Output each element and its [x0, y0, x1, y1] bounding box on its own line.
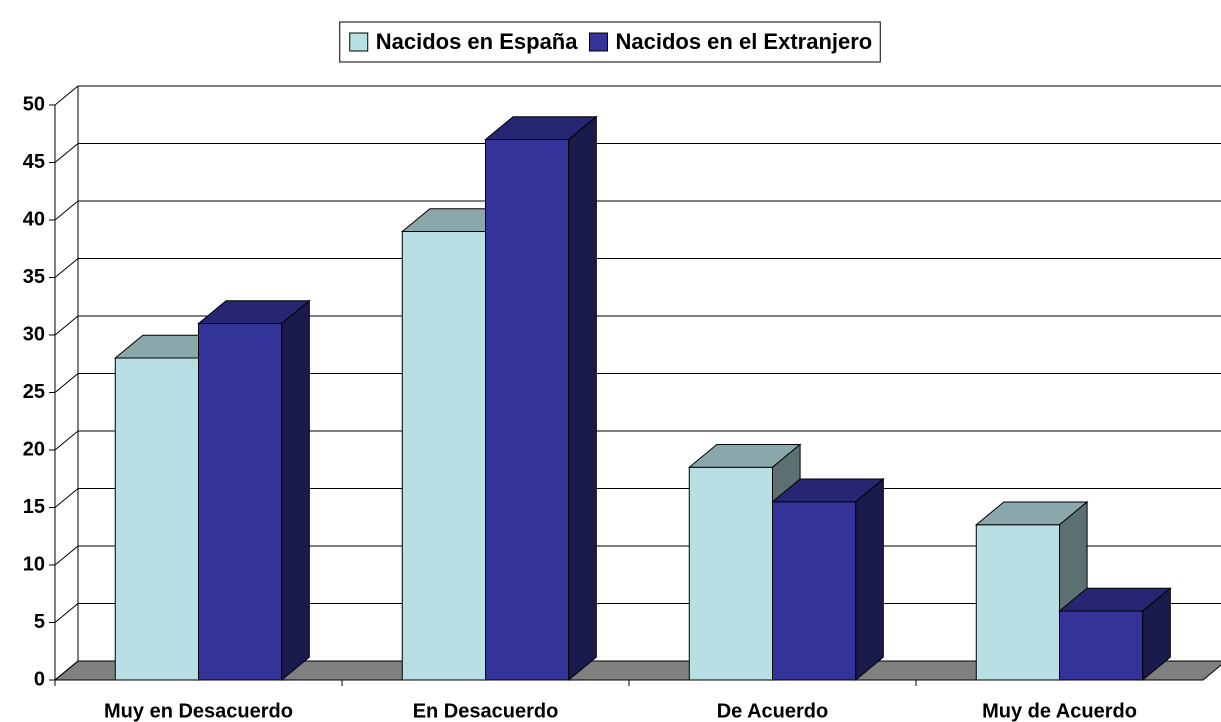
grid-line — [54, 430, 1221, 451]
grid-line — [54, 85, 1221, 106]
legend-swatch — [349, 32, 369, 52]
y-tick-label: 50 — [23, 93, 45, 115]
bar-side — [1142, 587, 1171, 682]
x-tick-label: Muy de Acuerdo — [982, 700, 1137, 722]
y-tick-label: 20 — [23, 438, 45, 460]
bar — [485, 139, 570, 681]
y-tick-label: 35 — [23, 266, 45, 288]
y-tick-label: 40 — [23, 208, 45, 230]
x-tick-label: De Acuerdo — [717, 700, 829, 722]
bar — [401, 231, 486, 681]
bar — [198, 323, 283, 681]
legend-label: Nacidos en España — [376, 29, 579, 54]
bar-side — [281, 299, 310, 682]
grid-line — [54, 315, 1221, 336]
grid-line — [54, 143, 1221, 163]
bar-side — [855, 477, 884, 682]
legend-box — [339, 21, 881, 63]
y-tick-label: 30 — [23, 323, 45, 345]
y-tick-label: 25 — [23, 381, 45, 403]
y-tick-label: 45 — [23, 151, 45, 173]
y-tick-label: 5 — [34, 611, 45, 633]
bar — [1059, 610, 1144, 681]
grid-line — [54, 200, 1221, 221]
bar — [688, 466, 774, 681]
grid-line — [54, 258, 1221, 278]
y-tick-label: 15 — [23, 496, 45, 518]
bar — [772, 501, 857, 681]
x-tick-label: En Desacuerdo — [413, 700, 559, 722]
bar — [975, 524, 1061, 681]
y-tick-label: 10 — [23, 553, 45, 575]
bar — [114, 357, 199, 681]
grid-line — [54, 373, 1221, 393]
legend-label: Nacidos en el Extranjero — [615, 29, 872, 54]
bar-side — [568, 115, 597, 682]
y-tick-label: 0 — [34, 668, 45, 690]
x-tick-label: Muy en Desacuerdo — [104, 700, 293, 722]
legend-swatch — [588, 32, 608, 52]
